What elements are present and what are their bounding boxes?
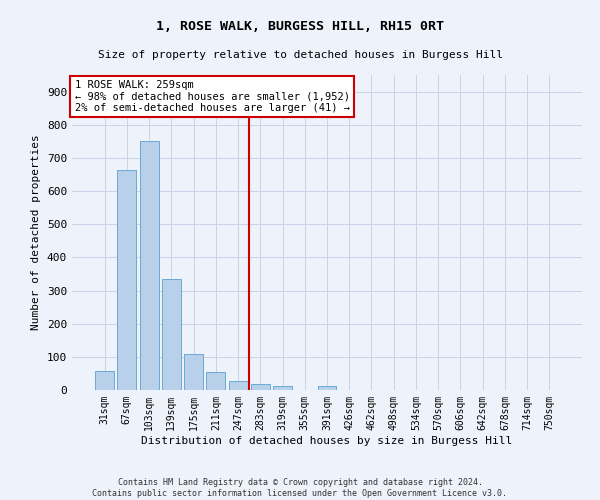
Bar [251,384,270,390]
Bar [273,386,292,390]
Y-axis label: Number of detached properties: Number of detached properties [31,134,41,330]
Text: 1 ROSE WALK: 259sqm
← 98% of detached houses are smaller (1,952)
2% of semi-deta: 1 ROSE WALK: 259sqm ← 98% of detached ho… [74,80,350,113]
Text: Size of property relative to detached houses in Burgess Hill: Size of property relative to detached ho… [97,50,503,60]
X-axis label: Distribution of detached houses by size in Burgess Hill: Distribution of detached houses by size … [142,436,512,446]
Bar [118,170,136,390]
Text: 1, ROSE WALK, BURGESS HILL, RH15 0RT: 1, ROSE WALK, BURGESS HILL, RH15 0RT [156,20,444,33]
Bar [95,371,114,390]
Bar [229,381,248,390]
Bar [162,279,181,390]
Text: Contains HM Land Registry data © Crown copyright and database right 2024.
Contai: Contains HM Land Registry data © Crown c… [92,478,508,498]
Bar [140,142,158,390]
Bar [317,386,337,390]
Bar [184,354,203,390]
Bar [206,372,225,390]
